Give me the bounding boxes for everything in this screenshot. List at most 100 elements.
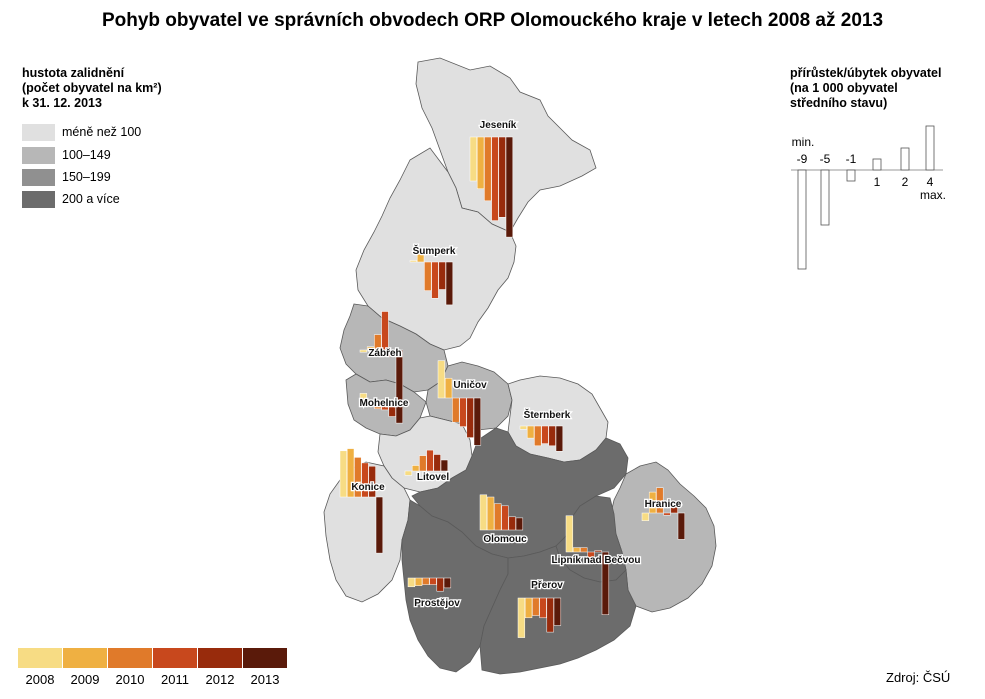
bar-z-b-eh-2011 xyxy=(381,311,389,351)
bar-konice-2010 xyxy=(354,457,362,498)
year-label: 2008 xyxy=(25,672,55,687)
change-legend-value: 1 xyxy=(874,175,881,189)
bar-mohelnice-2009 xyxy=(366,399,375,403)
bar-p-erov-2011 xyxy=(539,597,547,619)
change-legend-bar xyxy=(846,169,856,182)
bar-uni-ov-2010 xyxy=(452,397,460,423)
bar-prost-jov-2009 xyxy=(414,577,423,586)
year-swatch-2010 xyxy=(108,648,152,668)
bar--umperk-2010 xyxy=(424,261,432,291)
density-legend-heading: hustota zalidnění (počet obyvatel na km²… xyxy=(22,66,162,111)
bar-hranice-2010 xyxy=(656,487,664,514)
change-legend-bar xyxy=(900,147,910,171)
bar-uni-ov-2009 xyxy=(444,377,453,399)
bar-olomouc-2012 xyxy=(508,516,516,531)
bar-hranice-2013 xyxy=(677,512,686,540)
year-label: 2009 xyxy=(70,672,100,687)
bar--ternberk-2010 xyxy=(534,425,542,447)
bar-group-z-b-eh xyxy=(359,311,404,402)
bar-litovel-2011 xyxy=(426,449,434,472)
density-label: 150–199 xyxy=(62,170,111,184)
bar-group-jesen-k xyxy=(469,136,514,238)
bar-group-olomouc xyxy=(479,494,524,531)
density-label: méně než 100 xyxy=(62,125,142,139)
bar-z-b-eh-2012 xyxy=(388,349,396,357)
bar-group-hranice xyxy=(641,487,686,540)
district-label--umperk: Šumperk xyxy=(413,244,456,257)
bar-z-b-eh-2008 xyxy=(359,349,368,353)
district-label-z-b-eh: Zábřeh xyxy=(368,348,401,359)
year-swatch-2013 xyxy=(243,648,287,668)
bar--umperk-2013 xyxy=(445,261,454,306)
district-zabreh xyxy=(339,303,449,393)
bar-prost-jov-2013 xyxy=(443,577,452,589)
year-swatch-2009 xyxy=(63,648,107,668)
bar-lipn-k-nad-be-vou-2009 xyxy=(572,547,581,553)
bar--ternberk-2008 xyxy=(519,425,528,430)
bar-mohelnice-2008 xyxy=(359,393,368,401)
bar-group-uni-ov xyxy=(437,360,482,446)
change-legend-max: max. xyxy=(920,188,946,202)
bar-konice-2011 xyxy=(361,462,369,498)
density-label: 100–149 xyxy=(62,148,111,162)
bar-uni-ov-2012 xyxy=(466,397,474,438)
bar-lipn-k-nad-be-vou-2008 xyxy=(565,515,574,553)
district-label-mohelnice: Mohelnice xyxy=(360,398,409,409)
density-heading-line-2: (počet obyvatel na km²) xyxy=(22,81,162,95)
district-label-konice: Konice xyxy=(351,482,385,493)
bar--umperk-2008 xyxy=(409,260,418,263)
bar-z-b-eh-2010 xyxy=(374,334,382,351)
district-label--ternberk: Šternberk xyxy=(524,408,571,421)
bar-olomouc-2013 xyxy=(515,517,524,531)
bar-uni-ov-2008 xyxy=(437,360,446,399)
bar-group-prost-jov xyxy=(407,577,452,592)
bar-group-konice xyxy=(339,448,384,554)
density-swatch-0 xyxy=(22,124,55,141)
bar-p-erov-2012 xyxy=(546,597,554,633)
change-legend-value: 4 xyxy=(927,175,934,189)
bar-olomouc-2010 xyxy=(494,503,502,531)
bar-uni-ov-2013 xyxy=(473,397,482,446)
bar-jesen-k-2009 xyxy=(476,136,485,189)
bar-jesen-k-2010 xyxy=(484,136,492,202)
year-swatch-2011 xyxy=(153,648,197,668)
bar-p-erov-2009 xyxy=(524,597,533,619)
bar-group--ternberk xyxy=(519,425,564,452)
bar-hranice-2011 xyxy=(663,512,671,516)
bar-konice-2008 xyxy=(339,450,348,498)
bar-p-erov-2013 xyxy=(553,597,562,626)
bar-hranice-2012 xyxy=(670,505,678,514)
bar--umperk-2009 xyxy=(416,249,425,263)
bar-konice-2012 xyxy=(368,465,376,498)
year-label: 2011 xyxy=(161,672,189,687)
bar--ternberk-2013 xyxy=(555,425,564,452)
bar-prost-jov-2012 xyxy=(436,577,444,592)
bar-p-erov-2008 xyxy=(517,597,526,638)
bar-prost-jov-2010 xyxy=(422,577,430,585)
density-swatch-1 xyxy=(22,147,55,164)
bar-litovel-2010 xyxy=(419,455,427,472)
district-label-uni-ov: Uničov xyxy=(453,380,487,391)
change-legend-value: -9 xyxy=(797,152,808,166)
district-label-hranice: Hranice xyxy=(645,499,682,510)
change-heading-line-1: přírůstek/úbytek obyvatel xyxy=(790,66,942,80)
bar-litovel-2013 xyxy=(440,459,449,472)
change-legend-bars: -9 -5 -1 1 2 4 xyxy=(797,125,935,270)
bar-hranice-2008 xyxy=(641,512,650,521)
year-label: 2013 xyxy=(250,672,280,687)
bar-jesen-k-2013 xyxy=(505,136,514,238)
bar-lipn-k-nad-be-vou-2013 xyxy=(601,551,610,615)
change-legend-heading: přírůstek/úbytek obyvatel (na 1 000 obyv… xyxy=(790,66,941,111)
source-note: Zdroj: ČSÚ xyxy=(886,670,951,685)
bar-prost-jov-2011 xyxy=(429,577,437,585)
year-swatch-2008 xyxy=(18,648,62,668)
change-legend-value: 2 xyxy=(902,175,909,189)
bar--umperk-2012 xyxy=(438,261,446,290)
bar-jesen-k-2012 xyxy=(498,136,506,218)
bar-mohelnice-2013 xyxy=(395,399,404,424)
bar-lipn-k-nad-be-vou-2012 xyxy=(594,550,602,553)
bar-hranice-2009 xyxy=(648,491,657,514)
district-label-prost-jov: Prostějov xyxy=(414,598,460,609)
bar--umperk-2011 xyxy=(431,261,439,299)
